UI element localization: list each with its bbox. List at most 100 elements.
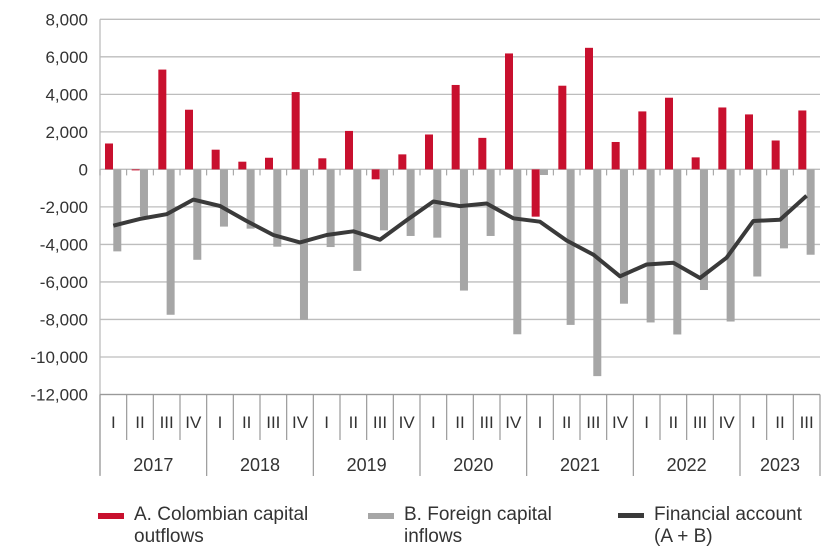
bar-inflows [379, 169, 388, 231]
bar-outflows [611, 141, 620, 170]
bar-inflows [113, 169, 122, 252]
bar-outflows [105, 143, 113, 170]
legend-label: A. Colombian capital [134, 504, 309, 525]
bar-outflows [691, 157, 700, 170]
legend-swatch-red [98, 513, 124, 519]
bar-inflows [806, 169, 815, 255]
bar-outflows [211, 149, 220, 170]
bar-outflows [585, 47, 593, 170]
x-tick-label: III [266, 413, 280, 432]
x-tick-label: III [160, 413, 174, 432]
x-tick-label: II [135, 413, 144, 432]
bar-inflows [646, 169, 655, 323]
year-label: 2018 [240, 455, 280, 475]
y-tick-label: -4,000 [40, 235, 88, 254]
x-tick-label: IV [612, 413, 629, 432]
year-label: 2019 [347, 455, 387, 475]
bar-inflows [326, 169, 335, 248]
bar-inflows [513, 169, 522, 335]
x-tick-label: III [373, 413, 387, 432]
bar-inflows [539, 169, 548, 176]
x-tick-label: III [586, 413, 600, 432]
bar-inflows [566, 169, 575, 325]
bar-inflows [673, 169, 682, 335]
year-label: 2017 [133, 455, 173, 475]
bar-inflows [193, 169, 202, 260]
bar-outflows [558, 85, 567, 170]
legend-label: (A + B) [654, 526, 713, 547]
year-label: 2021 [560, 455, 600, 475]
x-tick-label: I [324, 413, 329, 432]
bar-outflows [745, 114, 753, 170]
x-tick-label: I [218, 413, 223, 432]
legend-label: outflows [134, 526, 204, 547]
x-tick-label: I [431, 413, 436, 432]
legend-item-outflows: A. Colombian capital outflows [98, 504, 308, 548]
x-tick-label: IV [505, 413, 522, 432]
bar-inflows [593, 169, 602, 377]
x-tick-label: II [669, 413, 678, 432]
bar-outflows [638, 111, 647, 170]
legend-label: inflows [404, 526, 463, 547]
x-tick-label: II [242, 413, 251, 432]
bar-inflows [726, 169, 735, 322]
bar-outflows [771, 140, 780, 170]
x-tick-label: II [349, 413, 358, 432]
bar-inflows [246, 169, 255, 229]
bar-outflows [345, 130, 353, 170]
bar-inflows [779, 169, 788, 249]
y-tick-label: 6,000 [45, 48, 88, 67]
bar-outflows [425, 134, 433, 170]
bar-inflows [459, 169, 468, 291]
x-tick-label: IV [719, 413, 736, 432]
y-tick-label: 8,000 [45, 10, 88, 29]
legend-label: B. Foreign capital [404, 504, 552, 525]
bar-inflows [299, 169, 308, 320]
bar-inflows [753, 169, 762, 277]
bar-outflows [531, 169, 540, 217]
bar-inflows [166, 169, 175, 315]
y-tick-label: -2,000 [40, 198, 88, 217]
bar-outflows [131, 169, 140, 171]
x-tick-label: II [455, 413, 464, 432]
x-tick-label: III [800, 413, 814, 432]
x-tick-label: I [644, 413, 649, 432]
x-tick-label: II [775, 413, 784, 432]
bar-inflows [353, 169, 362, 271]
bar-outflows [798, 110, 807, 170]
bar-outflows [158, 69, 167, 170]
x-tick-label: I [751, 413, 756, 432]
bar-outflows [318, 158, 327, 170]
legend-item-inflows: B. Foreign capital inflows [368, 504, 552, 548]
bar-outflows [185, 109, 193, 170]
year-label: 2023 [760, 455, 800, 475]
x-tick-label: IV [185, 413, 202, 432]
x-tick-label: I [538, 413, 543, 432]
y-tick-label: 4,000 [45, 85, 88, 104]
legend-swatch-gray [368, 513, 394, 519]
x-tick-label: II [562, 413, 571, 432]
x-tick-label: I [111, 413, 116, 432]
bar-outflows [665, 97, 673, 170]
bar-inflows [273, 169, 282, 247]
legend-label: Financial account [654, 504, 802, 525]
y-tick-label: 0 [79, 160, 88, 179]
x-tick-label: III [693, 413, 707, 432]
bar-outflows [505, 53, 513, 170]
bar-outflows [238, 161, 247, 170]
x-tick-label: III [480, 413, 494, 432]
bar-inflows [139, 169, 148, 217]
bar-inflows [699, 169, 708, 291]
bar-inflows [619, 169, 628, 304]
y-tick-label: -8,000 [40, 310, 88, 329]
y-tick-label: -10,000 [30, 348, 88, 367]
y-tick-label: -6,000 [40, 273, 88, 292]
bar-inflows [219, 169, 228, 227]
year-label: 2022 [667, 455, 707, 475]
bar-outflows [718, 107, 727, 170]
x-tick-label: IV [292, 413, 309, 432]
bar-outflows [265, 157, 273, 170]
bar-outflows [371, 169, 380, 180]
bar-outflows [291, 92, 300, 170]
